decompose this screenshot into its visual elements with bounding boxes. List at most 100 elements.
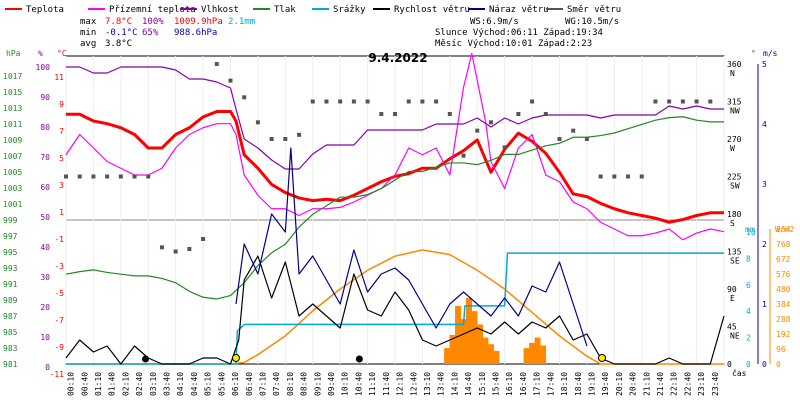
tick-deg: 270 [727,135,742,144]
tick-time: 08:10 [286,372,295,396]
moonrise-marker [355,355,363,363]
stats-min-hum: 65% [142,28,159,38]
tick-hpa: 985 [3,328,18,337]
wind-direction-point [255,120,260,125]
tick-c: 1 [59,208,64,217]
wind-direction-point [502,145,507,150]
tick-ms: 3 [762,180,767,189]
wind-direction-point [420,99,425,104]
tick-time: 15:40 [492,372,501,396]
tick-deg: 315 [727,98,742,107]
tick-wrad: 768 [776,240,791,249]
tick-hpa: 1007 [3,152,22,161]
axis-label-c: °C [57,49,67,58]
wind-direction-point [283,137,288,141]
tick-pct: 0 [45,363,50,372]
wind-direction-point [105,174,110,179]
stats-avg-temp: 3.8°C [105,39,132,49]
marker-sunset [597,354,606,362]
tick-hpa: 993 [3,264,18,273]
tick-time: 14:40 [464,372,473,396]
tick-time: 19:10 [587,372,596,396]
wind-direction-point [132,174,137,179]
tick-time: 09:10 [313,372,322,396]
tick-hpa: 1011 [3,120,22,129]
tick-c: -11 [50,370,65,379]
info-ws: WS:6.9m/s [470,17,519,27]
tick-pct: 10 [40,333,50,342]
axis-label-wrad: W/m2 [775,225,794,234]
tick-hpa: 995 [3,248,18,257]
precip-bar [471,311,478,364]
stats-min-temp: -0.1°C [105,28,138,38]
wind-direction-point [708,99,713,104]
stats-avg-label: avg [80,39,96,49]
tick-deg-dir: W [730,144,735,153]
tick-time: 06:40 [245,372,254,396]
tick-wrad: 480 [776,285,791,294]
series-line-5 [65,255,725,365]
tick-hpa: 981 [3,360,18,369]
tick-time: 18:40 [574,372,583,396]
tick-pct: 80 [40,123,50,132]
precip-bar [460,319,467,364]
stats-max-press: 1009.9hPa [174,17,223,27]
tick-time: 16:10 [505,372,514,396]
wind-direction-point [146,174,151,179]
tick-pct: 90 [40,93,50,102]
tick-c: -5 [54,289,64,298]
precip-bar [482,337,489,364]
wind-direction-point [228,78,233,83]
tick-time: 10:40 [354,372,363,396]
wind-direction-point [639,174,644,179]
tick-wrad: 0 [776,360,781,369]
tick-deg-dir: NW [730,107,740,116]
tick-pct: 40 [40,243,50,252]
wind-direction-point [680,99,685,104]
wind-direction-point [694,99,699,104]
wind-direction-point [324,99,329,104]
wind-direction-point [406,99,411,104]
wind-direction-point [91,174,96,179]
legend-entry: Přízemní teplota [109,5,196,15]
tick-time: 02:10 [121,372,130,396]
tick-time: 23:10 [697,372,706,396]
tick-wrad: 192 [776,330,791,339]
stats-max-hum: 100% [142,17,164,27]
tick-deg: 180 [727,210,742,219]
tick-c: 7 [59,127,64,136]
wind-direction-point [488,120,493,125]
tick-deg: 0 [727,360,732,369]
tick-deg: 135 [727,248,742,257]
tick-hpa: 997 [3,232,18,241]
wind-direction-point [77,174,82,179]
tick-time: 12:40 [409,372,418,396]
tick-deg-dir: SE [730,257,740,266]
wind-direction-point [201,237,206,241]
tick-wrad: 672 [776,255,791,264]
tick-hpa: 1009 [3,136,22,145]
tick-time: 17:10 [533,372,542,396]
series-wind-direction [64,62,713,254]
wind-direction-point [269,137,274,141]
tick-time: 11:40 [382,372,391,396]
stats-max-rain: 2.1mm [228,17,255,27]
series-line-3 [65,116,724,300]
tick-time: 16:40 [519,372,528,396]
tick-ms: 5 [762,60,767,69]
wind-direction-point [242,95,247,100]
series-line-6 [235,147,588,347]
wind-direction-point [118,174,123,179]
wind-direction-point [626,174,631,179]
wind-direction-point [475,128,480,133]
wind-direction-point [434,99,439,104]
tick-time: 20:10 [615,372,624,396]
precip-bar [529,342,536,364]
axis-label-ms: m/s [763,49,778,58]
tick-mm: 10 [746,228,756,237]
legend-entry: Rychlost větru [394,5,470,15]
tick-pct: 70 [40,153,50,162]
tick-hpa: 1017 [3,72,22,81]
tick-time: 22:10 [670,372,679,396]
